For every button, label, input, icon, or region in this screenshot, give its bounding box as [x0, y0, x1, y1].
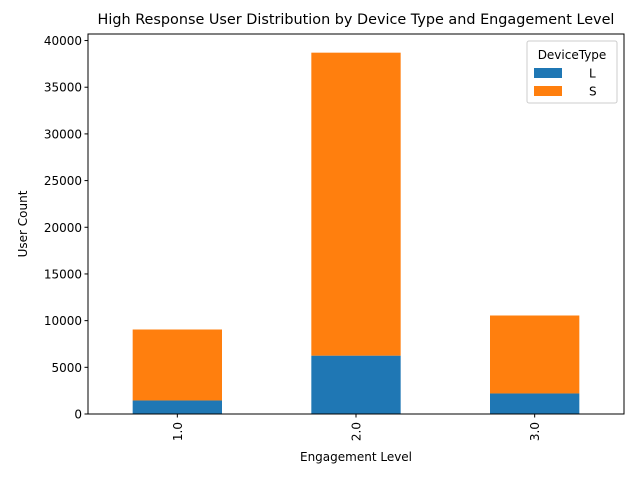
y-tick-label: 25000	[44, 174, 82, 188]
x-tick-label: 2.0	[350, 422, 364, 441]
x-tick-label: 3.0	[528, 422, 542, 441]
bar-s-2.0	[311, 52, 401, 356]
legend-swatch-s	[534, 86, 562, 96]
y-tick-label: 30000	[44, 127, 82, 141]
y-tick-label: 10000	[44, 314, 82, 328]
chart-title: High Response User Distribution by Devic…	[98, 12, 615, 28]
y-axis-label: User Count	[16, 190, 30, 257]
bar-l-3.0	[490, 393, 580, 414]
y-tick-label: 15000	[44, 267, 82, 281]
legend-swatch-l	[534, 68, 562, 78]
x-axis-label: Engagement Level	[300, 450, 412, 464]
bar-l-2.0	[311, 355, 401, 414]
legend-label-l: L	[589, 67, 596, 81]
y-axis-ticks: 0 5000 10000 15000 20000 25000 30000 35000 40000	[44, 34, 88, 422]
y-tick-label: 20000	[44, 221, 82, 235]
y-tick-label: 35000	[44, 81, 82, 95]
bar-s-3.0	[490, 315, 580, 394]
bars-group	[132, 52, 580, 414]
x-tick-label: 1.0	[171, 422, 185, 441]
y-tick-label: 5000	[51, 361, 82, 375]
y-tick-label: 0	[74, 408, 82, 422]
bar-l-1.0	[132, 400, 222, 414]
x-axis-ticks: 1.0 2.0 3.0	[171, 414, 542, 441]
legend: DeviceType LS	[526, 40, 618, 104]
legend-items: LS	[534, 67, 597, 99]
legend-label-s: S	[589, 85, 597, 99]
legend-title: DeviceType	[538, 48, 607, 62]
y-tick-label: 40000	[44, 34, 82, 48]
bar-s-1.0	[132, 329, 222, 401]
